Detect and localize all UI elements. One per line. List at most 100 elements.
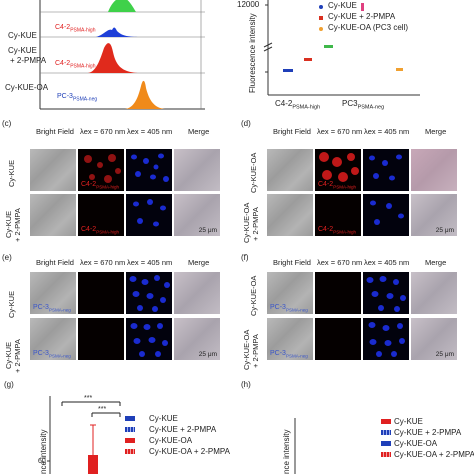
panel-c-merge-1 bbox=[174, 149, 220, 191]
panel-d-letter: (d) bbox=[241, 119, 251, 128]
panel-h-letter: (h) bbox=[241, 380, 251, 389]
panel-h-legend-2: Cy-KUE + 2-PMPA bbox=[394, 428, 462, 437]
panel-e-letter: (e) bbox=[2, 253, 12, 262]
panel-d: (d) Bright Field λex = 670 nm λex = 405 … bbox=[237, 117, 474, 245]
panel-h: (h) nce intensity Cy-KUE Cy-KUE + 2-PMPA… bbox=[237, 376, 474, 474]
panel-c-blue-2 bbox=[126, 194, 172, 236]
scatter-ytick-top: 12000 bbox=[237, 0, 260, 9]
panel-d-blue-2 bbox=[363, 194, 409, 236]
panel-d-row-2b: + 2-PMPA bbox=[251, 207, 260, 241]
panel-f-red-1 bbox=[315, 272, 361, 314]
panel-e-cell-label-2: PC-3PSMA-neg bbox=[33, 349, 71, 358]
panel-g-ylabel: nce intensity bbox=[39, 429, 48, 474]
panel-g-bar-red bbox=[88, 455, 98, 474]
panel-d-header-3: λex = 405 nm bbox=[364, 127, 410, 136]
orange-peak bbox=[125, 80, 165, 109]
legend-marker-red bbox=[319, 16, 323, 20]
panel-c-cell-label-2: C4-2PSMA-high bbox=[81, 225, 119, 234]
panel-f-blue-1 bbox=[363, 272, 409, 314]
panel-c-row-1: Cy-KUE bbox=[7, 159, 16, 187]
panel-e-header-1: Bright Field bbox=[36, 258, 74, 267]
panel-f-bf-2: PC-3PSMA-neg bbox=[267, 318, 313, 360]
panel-d-cell-label-2: C4-2PSMA-high bbox=[318, 225, 356, 234]
panel-g-sig-2: *** bbox=[98, 406, 107, 413]
legend-label-1: Cy-KUE bbox=[328, 1, 357, 10]
panel-e-cell-label: PC-3PSMA-neg bbox=[33, 303, 71, 312]
panel-e-merge-1 bbox=[174, 272, 220, 314]
red-peak bbox=[88, 43, 138, 73]
panel-e-row-2b: + 2-PMPA bbox=[13, 339, 22, 373]
panel-f-header-1: Bright Field bbox=[273, 258, 311, 267]
panel-f-merge-2: 25 μm bbox=[411, 318, 457, 360]
panel-d-bf-1 bbox=[267, 149, 313, 191]
panel-e-bf-2: PC-3PSMA-neg bbox=[30, 318, 76, 360]
panel-c-bf-2 bbox=[30, 194, 76, 236]
flow-row-label-2b: + 2-PMPA bbox=[10, 56, 47, 65]
green-peak bbox=[108, 0, 136, 12]
panel-c-red-1: C4-2PSMA-high bbox=[78, 149, 124, 191]
panel-g-legend-swatch-3 bbox=[125, 438, 135, 443]
flow-cell-label-3: PC-3PSMA-neg bbox=[57, 93, 98, 103]
panel-f-row-1: Cy-KUE-OA bbox=[249, 275, 258, 316]
panel-c-letter: (c) bbox=[2, 119, 12, 128]
panel-g-legend-swatch-2 bbox=[125, 427, 135, 432]
panel-c-header-2: λex = 670 nm bbox=[80, 127, 126, 136]
flow-histogram-panel: 10 Cy-KUE Cy-KUE + 2-PMPA Cy-KUE-OA C4-2… bbox=[0, 0, 205, 122]
panel-c-header-3: λex = 405 nm bbox=[127, 127, 173, 136]
panel-h-plot bbox=[294, 418, 296, 474]
panel-g-legend-3: Cy-KUE-OA bbox=[149, 436, 193, 445]
panel-f-scale: 25 μm bbox=[435, 351, 454, 358]
panel-f-row-2: Cy-KUE-OA bbox=[242, 329, 251, 370]
panel-g-sig-1: *** bbox=[84, 395, 93, 402]
panel-d-red-2: C4-2PSMA-high bbox=[315, 194, 361, 236]
legend-label-2: Cy-KUE + 2-PMPA bbox=[328, 12, 396, 21]
panel-e-header-3: λex = 405 nm bbox=[127, 258, 173, 267]
panel-c-red-2: C4-2PSMA-high bbox=[78, 194, 124, 236]
panel-g-legend-swatch-4 bbox=[125, 449, 135, 454]
panel-d-red-1: C4-2PSMA-high bbox=[315, 149, 361, 191]
panel-f-cell-label-2: PC-3PSMA-neg bbox=[270, 349, 308, 358]
panel-f-red-2 bbox=[315, 318, 361, 360]
panel-c-bf-1 bbox=[30, 149, 76, 191]
panel-e-red-1 bbox=[78, 272, 124, 314]
panel-f-blue-2 bbox=[363, 318, 409, 360]
panel-c-scale: 25 μm bbox=[198, 227, 217, 234]
panel-e-blue-2 bbox=[126, 318, 172, 360]
panel-f-header-4: Merge bbox=[425, 258, 447, 267]
panel-c-header-1: Bright Field bbox=[36, 127, 74, 136]
panel-d-header-2: λex = 670 nm bbox=[317, 127, 363, 136]
scatter-panel: 12000 Fluorescence intensity C4-2PSMA-hi… bbox=[235, 0, 474, 118]
panel-f: (f) Bright Field λex = 670 nm λex = 405 … bbox=[237, 248, 474, 376]
panel-f-bf-1: PC-3PSMA-neg bbox=[267, 272, 313, 314]
panel-d-bf-2 bbox=[267, 194, 313, 236]
panel-f-merge-1 bbox=[411, 272, 457, 314]
panel-e-merge-2: 25 μm bbox=[174, 318, 220, 360]
panel-g-letter: (g) bbox=[4, 380, 14, 389]
panel-e-header-4: Merge bbox=[188, 258, 210, 267]
scatter-xgroup-1: C4-2PSMA-high bbox=[275, 99, 321, 111]
panel-c-cell-label: C4-2PSMA-high bbox=[81, 180, 119, 189]
panel-e-row-2: Cy-KUE bbox=[4, 341, 13, 369]
panel-f-cell-label: PC-3PSMA-neg bbox=[270, 303, 308, 312]
panel-g-legend-2: Cy-KUE + 2-PMPA bbox=[149, 425, 217, 434]
panel-g: (g) *** *** 60 nce intensity Cy-KUE Cy-K… bbox=[0, 376, 237, 474]
panel-f-letter: (f) bbox=[241, 253, 249, 262]
panel-c-merge-2: 25 μm bbox=[174, 194, 220, 236]
legend-label-3: Cy-KUE-OA (PC3 cell) bbox=[328, 23, 409, 32]
panel-d-header-4: Merge bbox=[425, 127, 447, 136]
scatter-points bbox=[283, 3, 403, 72]
panel-f-header-3: λex = 405 nm bbox=[364, 258, 410, 267]
blue-peak bbox=[96, 27, 140, 37]
panel-c-blue-1 bbox=[126, 149, 172, 191]
panel-c-header-4: Merge bbox=[188, 127, 210, 136]
legend-marker-blue bbox=[319, 5, 323, 9]
panel-g-legend-1: Cy-KUE bbox=[149, 414, 178, 423]
panel-d-row-2: Cy-KUE-OA bbox=[242, 202, 251, 243]
scatter-xgroup-2: PC3PSMA-neg bbox=[342, 99, 385, 111]
panel-g-legend-4: Cy-KUE-OA + 2-PMPA bbox=[149, 447, 230, 456]
flow-row-label-2a: Cy-KUE bbox=[8, 46, 37, 55]
panel-g-plot bbox=[47, 396, 121, 474]
flow-row-label-1: Cy-KUE bbox=[8, 31, 37, 40]
panel-d-merge-1 bbox=[411, 149, 457, 191]
panel-h-legend-swatch-3 bbox=[381, 441, 391, 446]
